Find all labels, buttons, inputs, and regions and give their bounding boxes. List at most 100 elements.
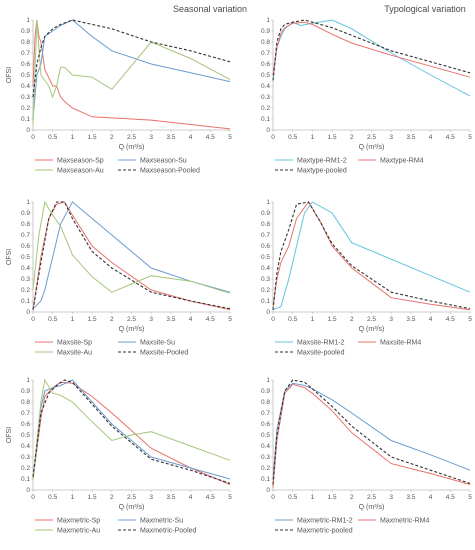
- legend-label: Maxmetric-RM4: [380, 518, 429, 525]
- y-tick-label: 0.3: [21, 454, 30, 461]
- x-tick-label: 0.5: [48, 134, 57, 141]
- y-tick-label: 0.7: [261, 410, 270, 417]
- legend-label: Maxtype-RM4: [380, 158, 424, 165]
- legend-label: Maxsite-RM1-2: [297, 340, 345, 347]
- x-tick-label: 4.5: [446, 494, 455, 501]
- y-tick-label: 0.2: [21, 105, 30, 112]
- x-axis-label: Q (m³/s): [359, 504, 385, 511]
- legend-label: Maxsite-RM4: [380, 340, 421, 347]
- y-tick-label: 0.5: [261, 72, 270, 79]
- series-line-maxsite-pooled: [32, 201, 231, 310]
- y-tick-label: 0.7: [261, 232, 270, 239]
- x-axis-label: Q (m³/s): [119, 504, 145, 511]
- chart-6: 0 0.1 0.2 0.3 0.4 0.5 0.6 0.7 0.8 0.9 1 0 0.5 1 1.5 2 2.…: [261, 377, 472, 534]
- y-tick-label: 0.5: [261, 432, 270, 439]
- x-tick-label: 0.5: [288, 134, 297, 141]
- y-tick-label: 0.8: [261, 399, 270, 406]
- chart-1: 0 0.1 0.2 0.3 0.4 0.5 0.6 0.7 0.8 0.9 1 0 0.5 1 1.5 2 2.…: [6, 17, 232, 174]
- y-tick-label: 0.8: [21, 399, 30, 406]
- x-tick-label: 2.5: [367, 134, 376, 141]
- y-tick-label: 0: [26, 487, 30, 494]
- y-axis-label: OFSI: [6, 249, 13, 265]
- series-line-maxtype-rm1-2: [272, 19, 471, 97]
- x-tick-label: 3.5: [166, 134, 175, 141]
- y-tick-label: 0.9: [261, 210, 270, 217]
- y-tick-label: 0.1: [261, 298, 270, 305]
- x-axis-label: Q (m³/s): [359, 144, 385, 151]
- y-tick-label: 0.2: [21, 287, 30, 294]
- y-tick-label: 0.8: [21, 221, 30, 228]
- x-tick-label: 1: [71, 316, 75, 323]
- legend-label: Maxmetric-Su: [140, 518, 183, 525]
- legend-label: Maxtype-pooled: [297, 168, 347, 175]
- x-tick-label: 0.5: [48, 316, 57, 323]
- x-tick-label: 0.5: [288, 316, 297, 323]
- x-tick-label: 0: [31, 494, 35, 501]
- legend-label: Maxmetric-pooled: [297, 528, 353, 535]
- legend-label: Maxsite-pooled: [297, 350, 345, 357]
- y-tick-label: 0: [26, 309, 30, 316]
- y-tick-label: 1: [266, 199, 270, 206]
- series-line-maxsite-rm4: [272, 201, 471, 311]
- y-tick-label: 0.2: [21, 465, 30, 472]
- legend-label: Maxseason-Au: [57, 168, 104, 175]
- x-tick-label: 3: [389, 134, 393, 141]
- y-tick-label: 1: [26, 17, 30, 24]
- x-tick-label: 1.5: [328, 134, 337, 141]
- y-tick-label: 0.9: [261, 28, 270, 35]
- y-tick-label: 0.8: [21, 39, 30, 46]
- x-tick-label: 5: [468, 316, 472, 323]
- y-tick-label: 1: [266, 377, 270, 384]
- x-tick-label: 4: [189, 316, 193, 323]
- x-tick-label: 0: [271, 494, 275, 501]
- x-tick-label: 0.5: [48, 494, 57, 501]
- y-tick-label: 0.3: [261, 276, 270, 283]
- legend-label: Maxmetric-Sp: [57, 518, 100, 525]
- x-tick-label: 2: [110, 134, 114, 141]
- x-tick-label: 4: [189, 134, 193, 141]
- x-tick-label: 1: [311, 316, 315, 323]
- y-tick-label: 0.8: [261, 221, 270, 228]
- y-axis-label: OFSI: [6, 427, 13, 443]
- y-tick-label: 1: [26, 377, 30, 384]
- series-line-maxmetric-pooled: [272, 379, 471, 485]
- series-line-maxsite-su: [32, 201, 231, 310]
- x-axis-label: Q (m³/s): [119, 326, 145, 333]
- y-tick-label: 0.9: [21, 210, 30, 217]
- y-tick-label: 0.6: [261, 61, 270, 68]
- series-line-maxmetric-su: [32, 379, 231, 480]
- series-line-maxmetric-sp: [32, 381, 231, 485]
- x-tick-label: 2.5: [367, 316, 376, 323]
- x-tick-label: 4.5: [446, 134, 455, 141]
- x-tick-label: 5: [228, 494, 232, 501]
- x-tick-label: 3: [149, 494, 153, 501]
- y-tick-label: 1: [266, 17, 270, 24]
- y-tick-label: 0.3: [21, 94, 30, 101]
- x-tick-label: 3: [389, 316, 393, 323]
- x-tick-label: 2: [350, 316, 354, 323]
- x-tick-label: 1.5: [328, 316, 337, 323]
- x-axis-label: Q (m³/s): [119, 144, 145, 151]
- legend-label: Maxsite-Pooled: [140, 350, 188, 357]
- y-tick-label: 0.9: [21, 388, 30, 395]
- y-tick-label: 0.7: [261, 50, 270, 57]
- y-tick-label: 0.4: [21, 443, 30, 450]
- x-tick-label: 2.5: [127, 316, 136, 323]
- x-tick-label: 0: [271, 134, 275, 141]
- y-tick-label: 0.4: [261, 443, 270, 450]
- y-tick-label: 0.3: [21, 276, 30, 283]
- y-tick-label: 0.6: [261, 243, 270, 250]
- x-tick-label: 1: [71, 134, 75, 141]
- y-tick-label: 0.6: [21, 421, 30, 428]
- seasonal-variation-header: Seasonal variation: [173, 4, 247, 14]
- x-tick-label: 3.5: [166, 494, 175, 501]
- y-tick-label: 0.7: [21, 232, 30, 239]
- series-line-maxmetric-au: [32, 378, 231, 480]
- y-tick-label: 0.1: [21, 116, 30, 123]
- y-tick-label: 0.1: [261, 476, 270, 483]
- x-tick-label: 4.5: [446, 316, 455, 323]
- legend-label: Maxmetric-RM1-2: [297, 518, 353, 525]
- chart-4: 0 0.1 0.2 0.3 0.4 0.5 0.6 0.7 0.8 0.9 1 0 0.5 1 1.5 2 2.…: [261, 199, 472, 356]
- x-tick-label: 3.5: [406, 134, 415, 141]
